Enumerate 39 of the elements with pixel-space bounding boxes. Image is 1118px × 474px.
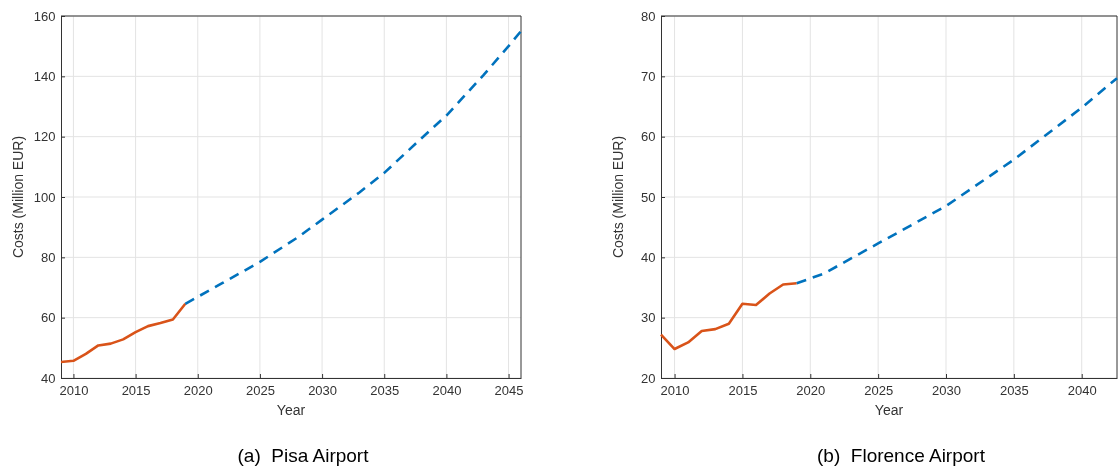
line-series bbox=[184, 29, 523, 306]
line-series bbox=[659, 281, 799, 351]
line-series bbox=[795, 76, 1118, 285]
x-axis-title: Year bbox=[276, 402, 306, 418]
x-tick-label: 2015 bbox=[728, 383, 758, 399]
y-tick-label: 140 bbox=[33, 68, 56, 84]
y-tick-label: 70 bbox=[640, 68, 656, 84]
y-axis-title: Costs (Million EUR) bbox=[610, 135, 626, 259]
x-tick-label: 2010 bbox=[660, 383, 690, 399]
x-tick-label: 2025 bbox=[864, 383, 894, 399]
x-tick-label: 2045 bbox=[494, 383, 524, 399]
x-tick-label: 2040 bbox=[432, 383, 462, 399]
x-tick-label: 2025 bbox=[245, 383, 275, 399]
y-tick-label: 20 bbox=[640, 370, 656, 386]
y-tick-label: 60 bbox=[40, 310, 56, 326]
x-tick-label: 2015 bbox=[121, 383, 151, 399]
x-tick-label: 2020 bbox=[183, 383, 213, 399]
x-tick-label: 2030 bbox=[932, 383, 961, 399]
y-tick-label: 80 bbox=[640, 8, 656, 24]
y-tick-label: 120 bbox=[33, 129, 56, 145]
y-tick-label: 60 bbox=[640, 129, 656, 145]
x-tick-label: 2035 bbox=[999, 383, 1029, 399]
y-axis-title: Costs (Million EUR) bbox=[10, 135, 26, 259]
line-series bbox=[59, 302, 187, 364]
y-tick-label: 30 bbox=[640, 310, 656, 326]
text: (b) Florence Airport bbox=[817, 445, 986, 466]
x-tick-label: 2040 bbox=[1067, 383, 1097, 399]
y-tick-label: 40 bbox=[640, 249, 656, 265]
x-tick-label: 2035 bbox=[370, 383, 400, 399]
y-tick-label: 100 bbox=[33, 189, 56, 205]
x-axis-title: Year bbox=[874, 402, 904, 418]
x-tick-label: 2020 bbox=[796, 383, 826, 399]
y-tick-label: 80 bbox=[40, 249, 56, 265]
y-tick-label: 40 bbox=[40, 370, 56, 386]
y-tick-label: 50 bbox=[640, 189, 656, 205]
x-tick-label: 2010 bbox=[59, 383, 89, 399]
x-tick-label: 2030 bbox=[308, 383, 338, 399]
y-tick-label: 160 bbox=[33, 8, 56, 24]
text: (a) Pisa Airport bbox=[237, 445, 370, 466]
